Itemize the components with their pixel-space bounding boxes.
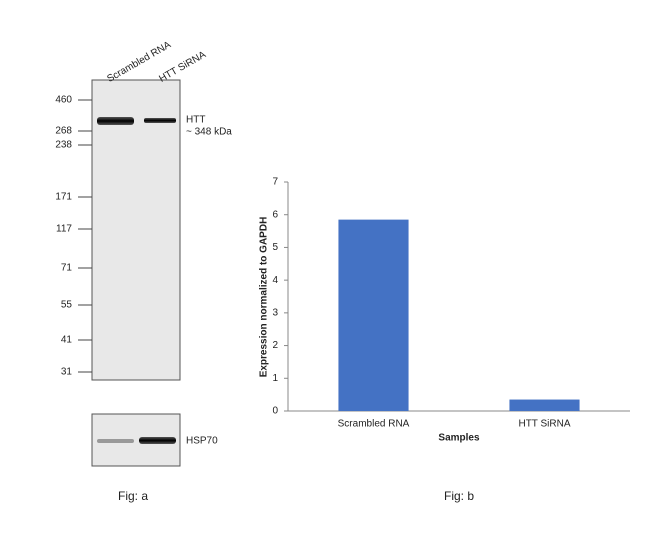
band-label: ~ 348 kDa [186, 127, 232, 138]
hsp70-band [139, 437, 176, 444]
y-tick-label: 0 [272, 406, 278, 417]
caption: Fig: b [444, 489, 474, 503]
bar [509, 399, 580, 411]
y-tick-label: 6 [272, 209, 278, 220]
htt-band [144, 118, 176, 123]
y-tick-label: 4 [272, 275, 278, 286]
hsp70-band [97, 439, 134, 443]
band-label: HTT [186, 115, 205, 126]
y-axis-label: Expression normalized to GAPDH [259, 217, 270, 378]
x-tick-label: Scrambled RNA [338, 419, 410, 430]
bar [338, 219, 409, 411]
y-tick-label: 2 [272, 340, 278, 351]
marker-label: 31 [61, 367, 73, 378]
y-tick-label: 5 [272, 242, 278, 253]
marker-label: 55 [61, 300, 73, 311]
marker-label: 117 [56, 224, 72, 235]
marker-label: 268 [55, 126, 72, 137]
htt-band [97, 117, 134, 125]
x-tick-label: HTT SiRNA [518, 419, 570, 430]
bar-chart: Expression normalized to GAPDH Samples F… [259, 177, 630, 503]
control-label: HSP70 [186, 436, 218, 447]
marker-label: 238 [55, 140, 72, 151]
marker-label: 171 [55, 192, 72, 203]
marker-ladder: 460 268 238 171 117 71 55 41 31 [55, 95, 92, 378]
marker-label: 41 [61, 335, 73, 346]
marker-label: 460 [55, 95, 72, 106]
marker-label: 71 [61, 263, 73, 274]
blot-membrane [91, 79, 181, 381]
caption: Fig: a [118, 489, 148, 503]
y-tick-label: 7 [272, 177, 278, 188]
y-tick-label: 3 [272, 307, 278, 318]
western-blot: Scrambled RNA HTT SiRNA 460 268 238 171 … [55, 39, 232, 503]
lane-label: HTT SiRNA [157, 49, 208, 85]
x-axis-label: Samples [438, 433, 480, 444]
y-tick-label: 1 [272, 373, 278, 384]
